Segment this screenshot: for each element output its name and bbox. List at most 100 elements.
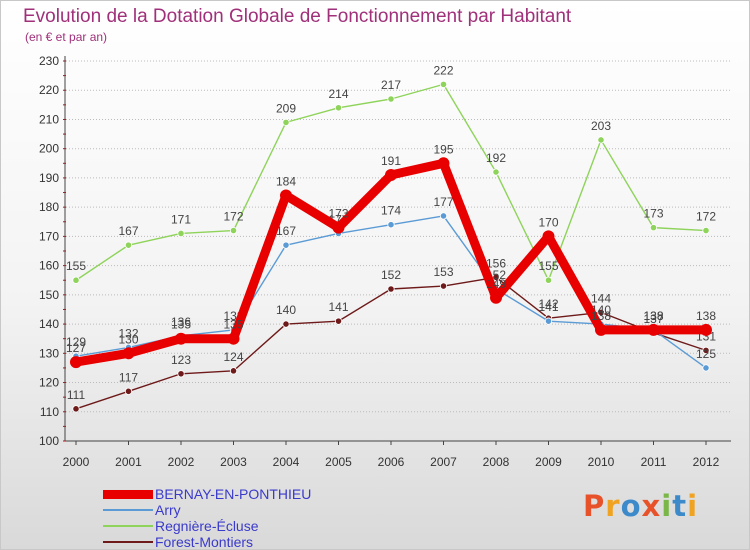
data-point	[647, 323, 660, 336]
y-tick-label: 150	[39, 288, 59, 302]
data-label: 123	[171, 353, 191, 367]
data-point	[542, 230, 555, 243]
data-label: 174	[381, 204, 401, 218]
data-label: 135	[223, 318, 243, 332]
y-tick-label: 220	[39, 83, 59, 97]
data-label: 192	[486, 151, 506, 165]
data-point	[70, 356, 82, 369]
data-label: 140	[276, 303, 296, 317]
y-tick-label: 180	[39, 200, 59, 214]
legend-swatch	[103, 525, 153, 527]
logo-letter: o	[620, 489, 642, 523]
legend-swatch	[103, 541, 153, 543]
data-label: 138	[643, 309, 663, 323]
data-label: 144	[591, 291, 611, 305]
y-tick-label: 170	[39, 229, 59, 243]
data-point	[124, 241, 133, 249]
y-tick-label: 120	[39, 376, 59, 390]
data-point	[227, 332, 240, 345]
data-point	[332, 221, 345, 234]
logo-letter: r	[605, 489, 621, 523]
y-tick-label: 160	[39, 259, 59, 273]
data-point	[490, 291, 502, 304]
series-regni-re-cluse: 155 167 171 172 209 214 217 222 192 155 203 173 172	[66, 63, 716, 284]
data-label: 117	[119, 370, 138, 384]
series-bernay-en-ponthieu: 127 130 135 135 184 173 191 195 149 170 138 138 138	[66, 142, 716, 369]
data-label: 195	[433, 142, 453, 156]
proxiti-logo: Proxiti	[583, 489, 698, 523]
data-point	[387, 221, 395, 229]
data-point	[437, 157, 450, 170]
legend-label: Forest-Montiers	[155, 534, 254, 550]
data-point	[175, 332, 187, 345]
logo-letter: i	[687, 489, 699, 523]
data-label: 214	[328, 87, 348, 101]
y-tick-label: 200	[39, 142, 59, 156]
data-point	[597, 136, 605, 144]
x-tick-label: 2011	[641, 455, 667, 469]
data-label: 203	[591, 119, 611, 133]
data-point	[177, 370, 185, 378]
data-label: 152	[381, 268, 401, 282]
data-label: 142	[538, 297, 558, 311]
data-point	[282, 118, 290, 126]
legend-swatch	[103, 490, 153, 499]
series-line	[75, 83, 707, 281]
data-point	[282, 241, 290, 249]
data-label: 141	[538, 300, 558, 314]
data-point	[439, 282, 448, 290]
data-label: 141	[328, 300, 348, 314]
data-label: 217	[381, 78, 401, 92]
logo-letter: i	[661, 489, 673, 523]
data-label: 173	[643, 207, 663, 221]
data-label: 222	[433, 63, 453, 77]
data-point	[597, 308, 605, 316]
y-tick-label: 100	[39, 434, 59, 448]
data-point	[124, 387, 133, 395]
data-point	[72, 276, 80, 284]
data-point	[439, 212, 448, 220]
data-point	[282, 320, 290, 328]
legend-label: Regnière-Écluse	[155, 518, 259, 534]
data-label: 155	[538, 259, 558, 273]
data-point	[700, 323, 712, 336]
data-label: 149	[486, 277, 506, 291]
x-tick-label: 2008	[483, 455, 510, 469]
data-point	[544, 317, 553, 325]
x-tick-label: 2010	[588, 455, 615, 469]
data-point	[702, 364, 710, 372]
data-point	[229, 367, 238, 375]
data-label: 155	[66, 259, 86, 273]
data-label: 209	[276, 101, 296, 115]
data-label: 153	[433, 265, 453, 279]
data-point	[492, 168, 500, 176]
data-label: 132	[118, 326, 138, 340]
y-tick-label: 130	[39, 346, 59, 360]
x-tick-label: 2012	[693, 455, 720, 469]
series-line	[75, 158, 706, 367]
data-point	[387, 95, 395, 103]
data-point	[280, 189, 292, 202]
data-label: 167	[276, 224, 296, 238]
x-tick-label: 2009	[535, 455, 562, 469]
data-label: 167	[118, 224, 138, 238]
data-point	[702, 226, 710, 235]
data-point	[439, 80, 448, 88]
y-tick-label: 210	[39, 112, 59, 126]
logo-letter: P	[583, 489, 606, 523]
y-tick-label: 230	[39, 54, 59, 68]
data-label: 191	[381, 154, 401, 168]
data-label: 170	[538, 215, 558, 229]
data-point	[122, 347, 135, 360]
data-label: 173	[328, 207, 348, 221]
x-tick-label: 2006	[378, 455, 405, 469]
x-tick-label: 2003	[220, 455, 247, 469]
x-tick-label: 2001	[115, 455, 142, 469]
data-point	[385, 169, 397, 181]
data-label: 129	[66, 335, 86, 349]
y-tick-label: 140	[39, 317, 59, 331]
data-point	[544, 276, 553, 284]
chart-subtitle: (en € et par an)	[25, 30, 108, 44]
data-label: 184	[276, 174, 296, 188]
data-label: 136	[171, 315, 191, 329]
